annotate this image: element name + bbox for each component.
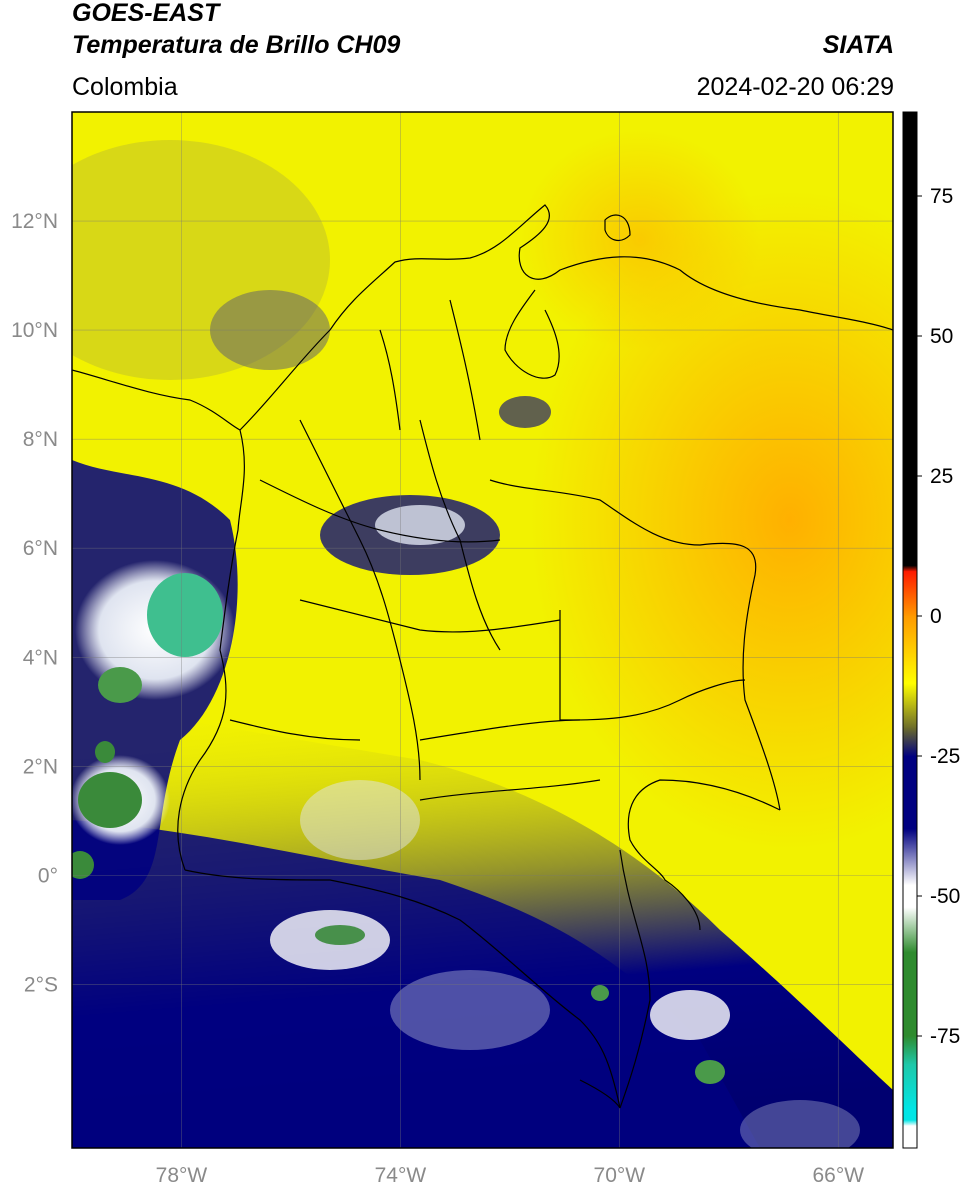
lat-tick-label: 0° — [38, 864, 58, 887]
map-gridlines — [72, 112, 893, 1148]
lat-tick-label: 2°S — [24, 973, 58, 996]
colorbar-segment — [903, 907, 917, 953]
lat-tick-label: 2°N — [23, 755, 58, 778]
timestamp-label: 2024-02-20 06:29 — [696, 73, 894, 101]
lon-tick-label: 66°W — [812, 1164, 864, 1187]
colorbar-segment — [903, 1125, 917, 1149]
colorbar-segment — [903, 884, 917, 908]
brightness-temperature-field — [72, 112, 893, 1148]
colorbar-segment — [903, 565, 917, 572]
lat-tick-label: 4°N — [23, 646, 58, 669]
lat-tick-label: 12°N — [11, 210, 58, 233]
lon-tick-label: 70°W — [594, 1164, 646, 1187]
colorbar-tick-label: 50 — [930, 325, 953, 348]
colorbar-segment — [903, 616, 917, 684]
region-label: Colombia — [72, 73, 178, 101]
colorbar-ticks: 75 50 25 0 -25 -50 -75 — [917, 185, 960, 1048]
colorbar-segment — [903, 112, 917, 567]
map-frame — [71, 111, 894, 1149]
country-borders — [72, 204, 893, 1109]
colorbar-segment — [903, 828, 917, 886]
colorbar-tick-label: -50 — [930, 885, 960, 908]
colorbar-segment — [903, 571, 917, 617]
lon-tick-label: 78°W — [156, 1164, 208, 1187]
colorbar-segment — [903, 952, 917, 1037]
lat-tick-label: 10°N — [11, 319, 58, 342]
organization-label: SIATA — [822, 31, 894, 59]
colorbar-tick-label: 75 — [930, 185, 953, 208]
product-title: Temperatura de Brillo CH09 — [72, 31, 401, 59]
colorbar-frame — [902, 111, 918, 1149]
colorbar-tick-label: -25 — [930, 745, 960, 768]
colorbar-segment — [903, 728, 917, 757]
colorbar-segment — [903, 1120, 917, 1127]
colorbar-segment — [903, 756, 917, 830]
colorbar: 75 50 25 0 -25 -50 -75 — [902, 111, 960, 1149]
colorbar-segment — [903, 1108, 917, 1121]
colorbar-tick-label: -75 — [930, 1025, 960, 1048]
lat-tick-label: 6°N — [23, 537, 58, 560]
lon-tick-label: 74°W — [375, 1164, 427, 1187]
latitude-labels: 12°N 10°N 8°N 6°N 4°N 2°N 0° 2°S — [11, 210, 58, 996]
satellite-title: GOES-EAST — [72, 0, 220, 27]
colorbar-segment — [903, 1036, 917, 1065]
colorbar-segment — [903, 683, 917, 729]
lat-tick-label: 8°N — [23, 428, 58, 451]
colorbar-gradient — [903, 112, 917, 1149]
longitude-labels: 78°W 74°W 70°W 66°W — [156, 1164, 865, 1187]
colorbar-tick-label: 0 — [930, 605, 942, 628]
colorbar-segment — [903, 1064, 917, 1110]
colorbar-tick-label: 25 — [930, 465, 953, 488]
